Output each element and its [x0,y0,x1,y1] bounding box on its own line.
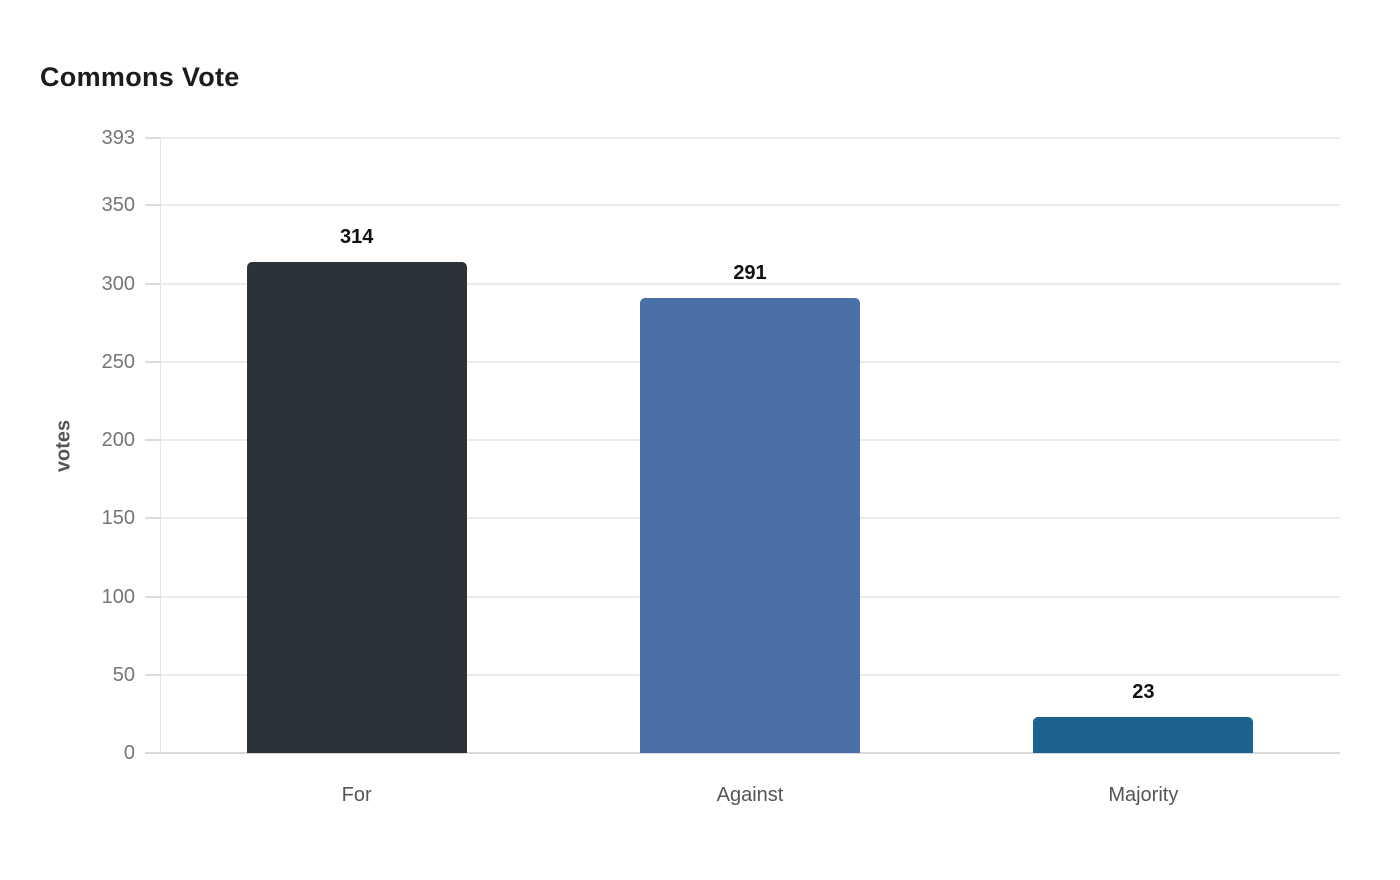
y-tick-mark-250 [145,360,160,363]
chart-title: Commons Vote [40,62,240,92]
y-tick-mark-350 [145,204,160,207]
y-tick-label-200: 200 [101,429,135,452]
y-tick-label-100: 100 [101,585,135,608]
value-label-against: 291 [733,261,767,284]
y-tick-mark-50 [145,673,160,676]
category-label-against: Against [716,784,784,806]
value-label-majority: 23 [1132,681,1155,703]
y-tick-label-50: 50 [112,663,135,686]
y-tick-label-250: 250 [101,350,135,373]
y-tick-label-150: 150 [101,507,135,530]
category-label-for: For [341,784,372,806]
y-tick-mark-100 [145,595,160,598]
y-axis-line [160,138,161,753]
y-tick-mark-200 [145,439,160,442]
y-tick-label-393: 393 [101,127,135,149]
bar-majority[interactable] [1033,717,1254,753]
y-tick-mark-300 [145,282,160,285]
category-label-majority: Majority [1108,784,1179,806]
bar-for[interactable] [246,261,467,753]
bar-against[interactable] [640,297,860,753]
gridline-393 [160,137,1340,139]
x-axis-line [145,752,1340,754]
y-tick-mark-150 [145,517,160,520]
gridline-300 [160,282,1340,285]
y-tick-label-350: 350 [101,194,135,217]
y-tick-mark-393 [145,137,160,139]
y-tick-label-300: 300 [101,272,135,295]
gridline-350 [160,204,1340,207]
y-tick-label-0: 0 [123,742,135,764]
value-label-for: 314 [339,225,374,248]
